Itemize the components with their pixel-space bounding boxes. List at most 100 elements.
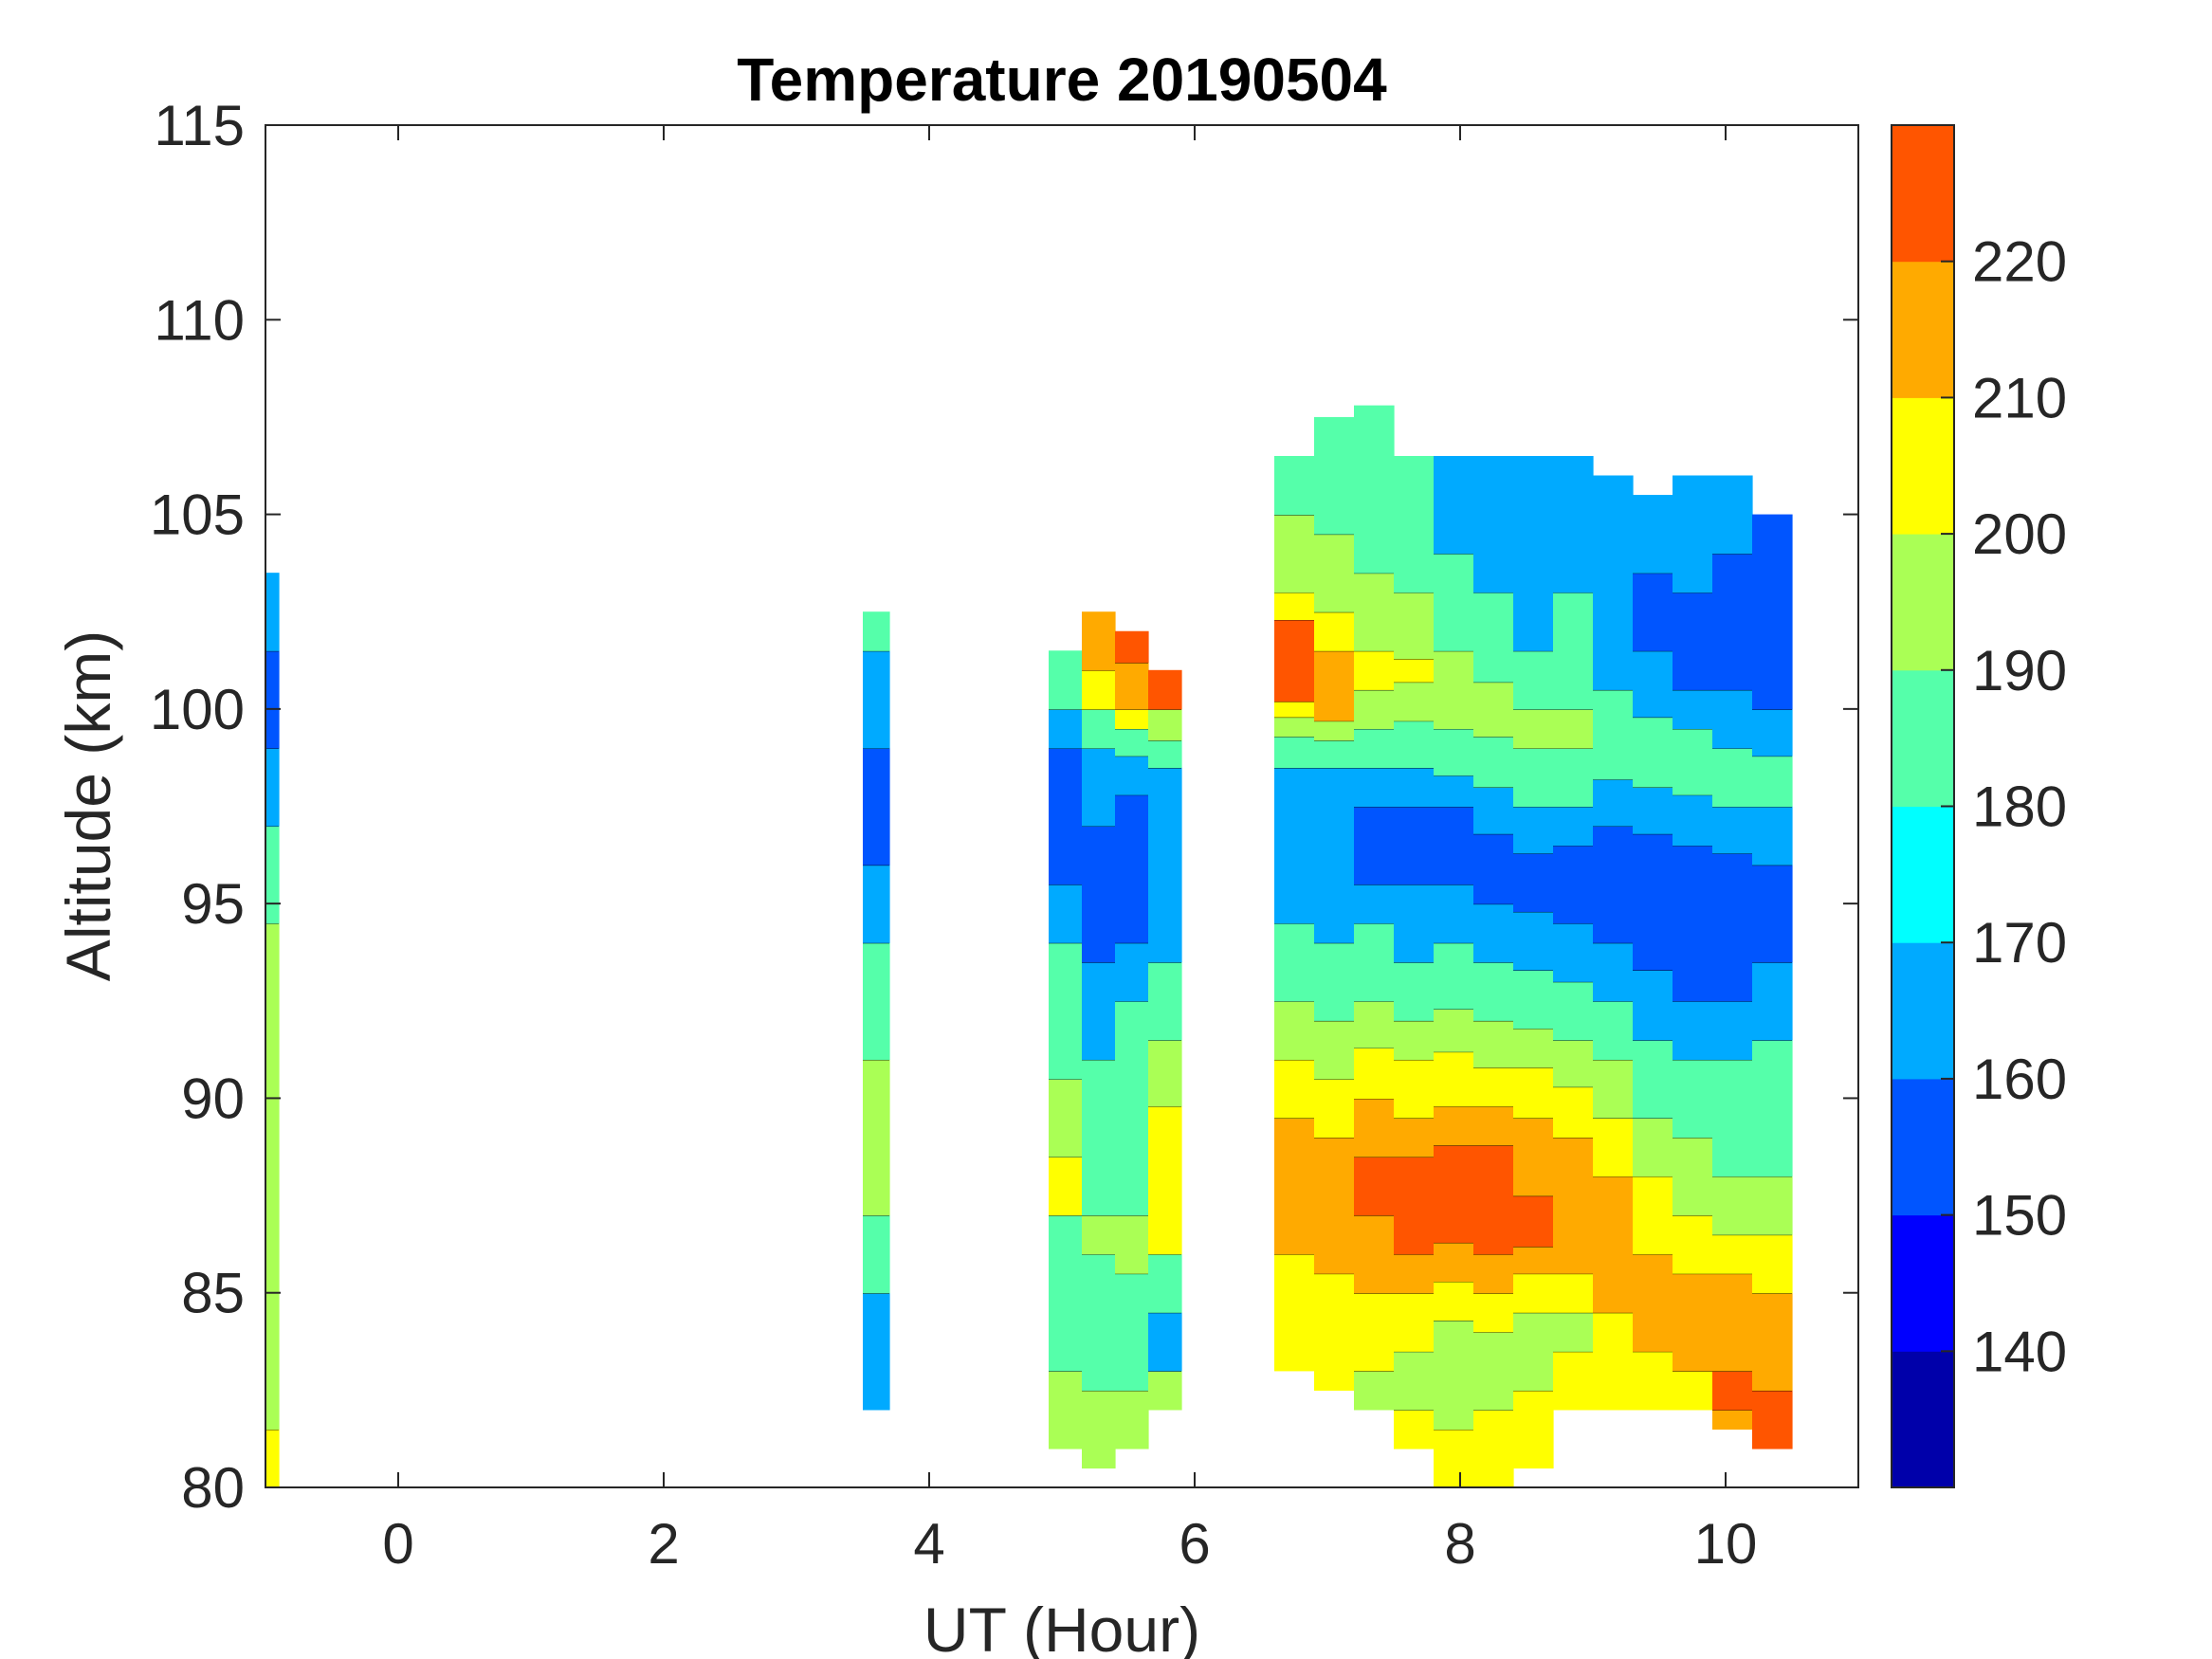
contour-band — [1394, 682, 1435, 721]
contour-band — [1513, 1390, 1554, 1469]
contour-band — [1115, 942, 1149, 1002]
contour-band — [1049, 747, 1083, 885]
contour-band — [1593, 778, 1634, 827]
data-column — [1115, 630, 1149, 1449]
colorbar-swatch — [1892, 942, 1954, 1080]
contour-band — [1434, 1242, 1474, 1282]
contour-band — [1513, 806, 1554, 854]
contour-band — [1513, 852, 1554, 912]
x-tick-label: 10 — [1694, 1512, 1758, 1576]
contour-band — [1633, 1253, 1673, 1352]
colorbar-swatch — [1892, 261, 1954, 398]
contour-band — [1082, 826, 1116, 963]
contour-band — [1473, 592, 1514, 683]
contour-band — [1115, 708, 1149, 729]
contour-band — [1752, 1176, 1793, 1235]
contour-band — [1473, 682, 1514, 738]
contour-band — [1082, 1390, 1116, 1469]
contour-band — [1274, 767, 1315, 924]
contour-band — [1148, 1039, 1182, 1107]
colorbar-swatch — [1892, 806, 1954, 943]
contour-band — [1274, 1253, 1315, 1372]
contour-band — [1434, 553, 1474, 651]
contour-band — [1473, 903, 1514, 963]
contour-band — [1434, 775, 1474, 808]
colorbar-tick-label: 180 — [1972, 775, 2067, 839]
contour-band — [1673, 1059, 1713, 1139]
contour-band — [1082, 708, 1116, 749]
contour-band — [1082, 1253, 1116, 1391]
data-column — [1434, 455, 1474, 1488]
contour-band — [863, 611, 890, 651]
contour-band — [1553, 981, 1594, 1041]
data-column — [1394, 455, 1435, 1449]
contour-band — [1354, 884, 1395, 924]
contour-band — [1633, 1176, 1673, 1255]
contour-band — [1354, 1048, 1395, 1100]
contour-band — [1354, 1370, 1395, 1411]
contour-band — [1513, 911, 1554, 971]
contour-band — [1473, 736, 1514, 788]
contour-band — [1752, 865, 1793, 963]
contour-band — [1148, 961, 1182, 1041]
contour-band — [1115, 756, 1149, 795]
contour-band — [1434, 1429, 1474, 1488]
contour-band — [1434, 806, 1474, 885]
colorbar-tick-label: 170 — [1972, 911, 2067, 975]
colorbar-swatch — [1892, 397, 1954, 535]
contour-band — [1712, 553, 1753, 690]
x-axis-label: UT (Hour) — [923, 1595, 1200, 1659]
contour-band — [1314, 1020, 1355, 1080]
contour-band — [265, 650, 280, 749]
contour-band — [1593, 942, 1634, 1002]
contour-band — [1712, 1273, 1753, 1372]
contour-band — [1633, 833, 1673, 971]
contour-band — [1082, 961, 1116, 1060]
contour-band — [1354, 767, 1395, 808]
contour-band — [1434, 728, 1474, 776]
contour-band — [1394, 767, 1435, 808]
contour-band — [1752, 961, 1793, 1041]
contour-band — [1274, 619, 1315, 702]
contour-band — [1148, 1312, 1182, 1372]
contour-band — [1148, 1370, 1182, 1411]
contour-band — [1394, 961, 1435, 1021]
contour-band — [1752, 806, 1793, 866]
y-tick-label: 95 — [181, 872, 245, 936]
contour-band — [1593, 1176, 1634, 1313]
colorbar-tick-label: 210 — [1972, 366, 2067, 429]
contour-band — [1473, 833, 1514, 904]
contour-band — [1314, 739, 1355, 769]
colorbar-tick-label: 150 — [1972, 1184, 2067, 1248]
contour-band — [1115, 1390, 1149, 1449]
contour-band — [1473, 455, 1514, 593]
contour-band — [1513, 1246, 1554, 1274]
data-column — [1553, 455, 1594, 1411]
contour-band — [1473, 1066, 1514, 1107]
data-column — [1049, 650, 1083, 1449]
axes-box — [265, 124, 1859, 1488]
contour-band — [1473, 961, 1514, 1021]
contour-band — [1473, 1292, 1514, 1333]
contour-band — [1314, 416, 1355, 535]
contour-band — [1082, 611, 1116, 671]
contour-band — [1673, 475, 1713, 593]
contour-band — [1354, 922, 1395, 1002]
contour-band — [1673, 1137, 1713, 1216]
contour-band — [1049, 1157, 1083, 1216]
contour-band — [1673, 1370, 1713, 1411]
data-column — [863, 611, 890, 1411]
y-axis-label: Altitude (km) — [53, 630, 123, 981]
contour-band — [1593, 826, 1634, 943]
contour-band — [1712, 475, 1753, 555]
data-column — [1314, 416, 1355, 1391]
contour-band — [1553, 1273, 1594, 1313]
contour-band — [1633, 1351, 1673, 1411]
contour-band — [1593, 1117, 1634, 1177]
contour-band — [863, 650, 890, 749]
contour-band — [863, 747, 890, 866]
contour-band — [1434, 1320, 1474, 1431]
contour-band — [1314, 650, 1355, 721]
contour-band — [265, 747, 280, 827]
contour-band — [1593, 689, 1634, 780]
